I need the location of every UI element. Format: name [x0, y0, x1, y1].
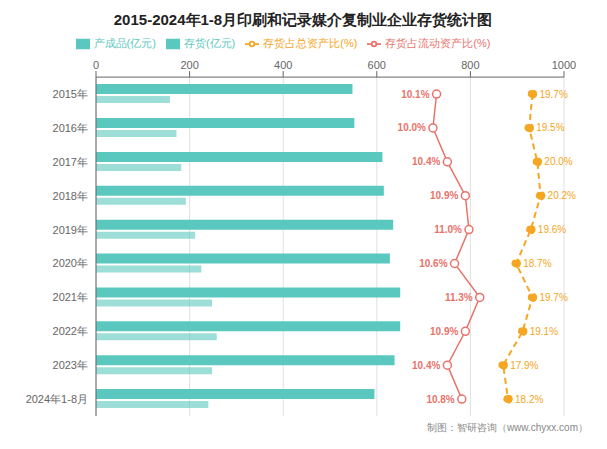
- svg-text:19.7%: 19.7%: [539, 292, 567, 303]
- svg-text:20.0%: 20.0%: [544, 156, 572, 167]
- svg-text:10.9%: 10.9%: [430, 190, 458, 201]
- svg-text:2020年: 2020年: [53, 257, 88, 269]
- html-text:存货(亿元): 存货(亿元): [183, 37, 236, 49]
- html-text:存货占总资产比(%): 存货占总资产比(%): [263, 37, 358, 49]
- svg-text:2021年: 2021年: [53, 291, 88, 303]
- svg-text:19.5%: 19.5%: [536, 122, 564, 133]
- html-text:制图：智研咨询（www.chyxx.com）: 制图：智研咨询（www.chyxx.com）: [426, 422, 588, 433]
- svg-text:11.3%: 11.3%: [445, 292, 473, 303]
- svg-text:2023年: 2023年: [53, 359, 88, 371]
- svg-text:10.8%: 10.8%: [426, 394, 454, 405]
- svg-text:10.4%: 10.4%: [412, 156, 440, 167]
- svg-text:1000: 1000: [552, 59, 576, 71]
- svg-text:17.9%: 17.9%: [510, 360, 538, 371]
- svg-text:18.2%: 18.2%: [515, 394, 543, 405]
- svg-text:800: 800: [461, 59, 479, 71]
- svg-text:10.9%: 10.9%: [430, 326, 458, 337]
- svg-text:10.1%: 10.1%: [401, 89, 429, 100]
- svg-text:20.2%: 20.2%: [548, 190, 576, 201]
- svg-text:400: 400: [274, 59, 292, 71]
- svg-text:18.7%: 18.7%: [523, 258, 551, 269]
- svg-text:2015年: 2015年: [53, 88, 88, 100]
- svg-text:2016年: 2016年: [53, 122, 88, 134]
- html-text:存货占流动资产比(%): 存货占流动资产比(%): [385, 37, 491, 49]
- svg-text:19.1%: 19.1%: [530, 326, 558, 337]
- html-text:2015-2024年1-8月印刷和记录媒介复制业企业存货统计: 2015-2024年1-8月印刷和记录媒介复制业企业存货统计图: [113, 11, 493, 28]
- svg-text:11.0%: 11.0%: [434, 224, 462, 235]
- svg-text:2018年: 2018年: [53, 190, 88, 202]
- svg-text:2022年: 2022年: [53, 325, 88, 337]
- svg-text:19.7%: 19.7%: [539, 89, 567, 100]
- svg-text:10.4%: 10.4%: [412, 360, 440, 371]
- svg-text:200: 200: [180, 59, 198, 71]
- svg-text:19.6%: 19.6%: [538, 224, 566, 235]
- svg-text:2019年: 2019年: [53, 224, 88, 236]
- svg-text:2017年: 2017年: [53, 156, 88, 168]
- svg-text:10.6%: 10.6%: [419, 258, 447, 269]
- svg-text:600: 600: [368, 59, 386, 71]
- html-text:产成品(亿元): 产成品(亿元): [93, 37, 156, 49]
- svg-text:10.0%: 10.0%: [398, 122, 426, 133]
- svg-text:2024年1-8月: 2024年1-8月: [26, 393, 88, 405]
- svg-text:0: 0: [93, 59, 99, 71]
